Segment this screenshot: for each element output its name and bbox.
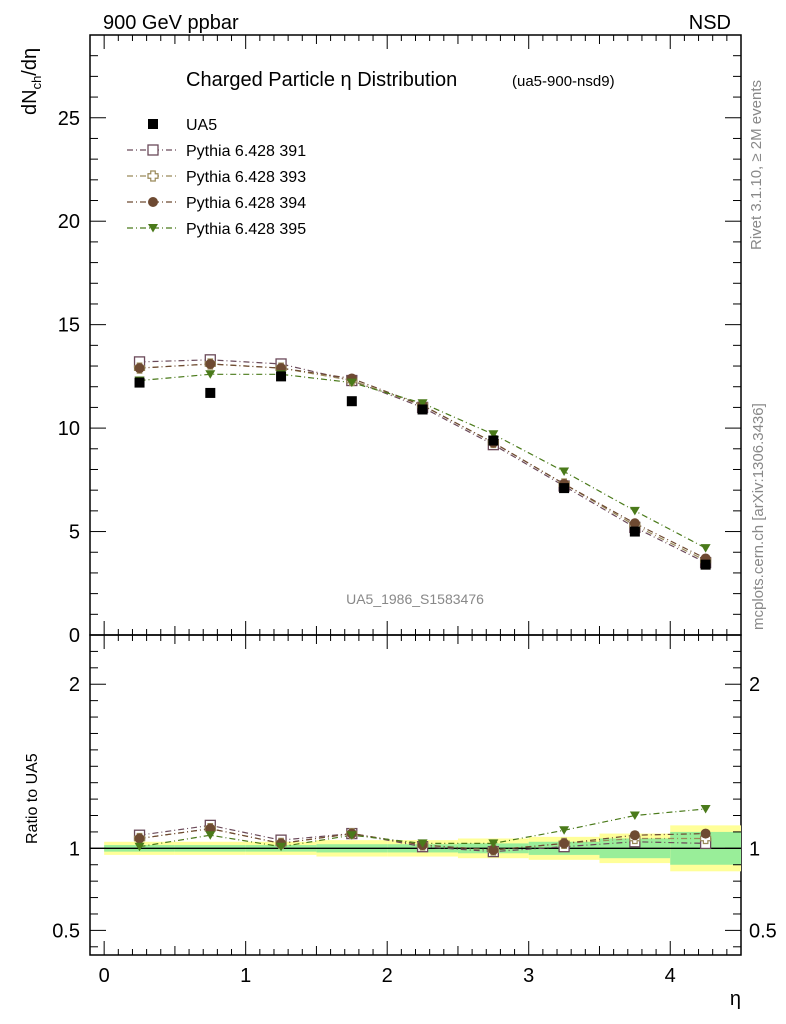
y-axis-label-tail: /dη [19, 48, 41, 76]
y-tick-label: 15 [58, 315, 80, 337]
ratio-point-3 [700, 828, 711, 839]
ratio-y-tick-label: 1 [69, 838, 80, 860]
y-tick-label: 5 [69, 522, 80, 544]
data-point [346, 396, 357, 407]
legend-marker-4 [148, 224, 158, 233]
legend-label-3: Pythia 6.428 394 [186, 195, 306, 212]
ratio-plot-frame [89, 634, 742, 956]
series-markers [133, 354, 712, 858]
x-tick-label: 4 [665, 965, 676, 987]
series-point-4 [559, 467, 570, 477]
legend-marker-3 [148, 197, 158, 207]
series-line-2 [139, 363, 706, 562]
data-point [276, 371, 287, 382]
rivet-label: Rivet 3.1.10, ≥ 2M events [748, 80, 765, 250]
ratio-point-3 [559, 838, 570, 849]
data-point [629, 526, 640, 537]
ratio-point-4 [276, 842, 287, 852]
y-tick-label: 0 [69, 625, 80, 647]
legend-marker-1 [147, 144, 159, 156]
ratio-y-tick-label: 1 [749, 838, 760, 860]
legend: UA5 Pythia 6.428 391 Pythia 6.428 393 Pythi… [127, 117, 306, 238]
ratio-point-3 [629, 830, 640, 841]
ratio-point-3 [134, 833, 145, 844]
data-point [417, 404, 428, 415]
header-right: NSD [689, 12, 731, 34]
y-tick-label: 25 [58, 108, 80, 130]
data-point [205, 387, 216, 398]
x-tick-label: 1 [240, 965, 251, 987]
ratio-y-axis-label: Ratio to UA5 [24, 753, 41, 844]
legend-label-1: Pythia 6.428 391 [186, 143, 306, 160]
header-left: 900 GeV ppbar [103, 12, 239, 34]
y-tick-label: 10 [58, 418, 80, 440]
y-axis-label: dNch/dη [19, 48, 44, 115]
series-point-4 [205, 370, 216, 379]
x-tick-label: 2 [382, 965, 393, 987]
ratio-point-4 [205, 831, 216, 840]
y-axis-label-sub: ch [29, 76, 44, 90]
ratio-point-4 [134, 842, 145, 852]
ratio-point-3 [205, 823, 216, 834]
ratio-point-4 [346, 831, 357, 840]
data-point [488, 435, 499, 446]
ratio-y-tick-label: 0.5 [52, 920, 80, 942]
chart-subtitle: (ua5-900-nsd9) [512, 73, 615, 90]
legend-label-2: Pythia 6.428 393 [186, 169, 306, 186]
legend-marker-data [148, 119, 158, 129]
ratio-y-tick-label: 2 [69, 674, 80, 696]
series-point-3 [205, 358, 216, 369]
series-point-4 [346, 378, 357, 388]
series-point-4 [417, 399, 428, 408]
ratio-point-3 [488, 844, 499, 855]
ratio-y-tick-label: 0.5 [749, 920, 777, 942]
data-point [134, 377, 145, 388]
legend-marker-2 [147, 170, 159, 182]
data-point [559, 483, 570, 494]
legend-label-data: UA5 [186, 117, 217, 134]
axes: 0 1 2 3 4 0 5 10 15 20 25 0.5 0.5 1 1 2 2 [52, 35, 777, 987]
legend-label-4: Pythia 6.428 395 [186, 221, 306, 238]
mcplots-label: mcplots.cern.ch [arXiv:1306.3436] [750, 403, 767, 630]
series-point-3 [134, 363, 145, 374]
series-line-3 [139, 363, 706, 559]
analysis-label: UA5_1986_S1583476 [346, 591, 484, 607]
series-point-4 [629, 506, 640, 516]
y-axis-label-main: dN [19, 89, 41, 115]
series-point-4 [700, 544, 711, 553]
ratio-point-4 [559, 826, 570, 835]
data-point [700, 559, 711, 570]
series-point-3 [629, 518, 640, 529]
x-axis-label: η [730, 988, 741, 1010]
chart-title: Charged Particle η Distribution [186, 69, 457, 91]
series-point-4 [488, 430, 499, 439]
y-tick-label: 20 [58, 211, 80, 233]
ratio-point-4 [417, 839, 428, 848]
x-tick-label: 0 [99, 965, 110, 987]
ratio-y-tick-label: 2 [749, 674, 760, 696]
x-tick-label: 3 [523, 965, 534, 987]
ratio-point-4 [488, 839, 499, 848]
ratio-point-4 [700, 804, 711, 814]
ratio-point-4 [629, 811, 640, 821]
series-line-1 [139, 359, 706, 564]
